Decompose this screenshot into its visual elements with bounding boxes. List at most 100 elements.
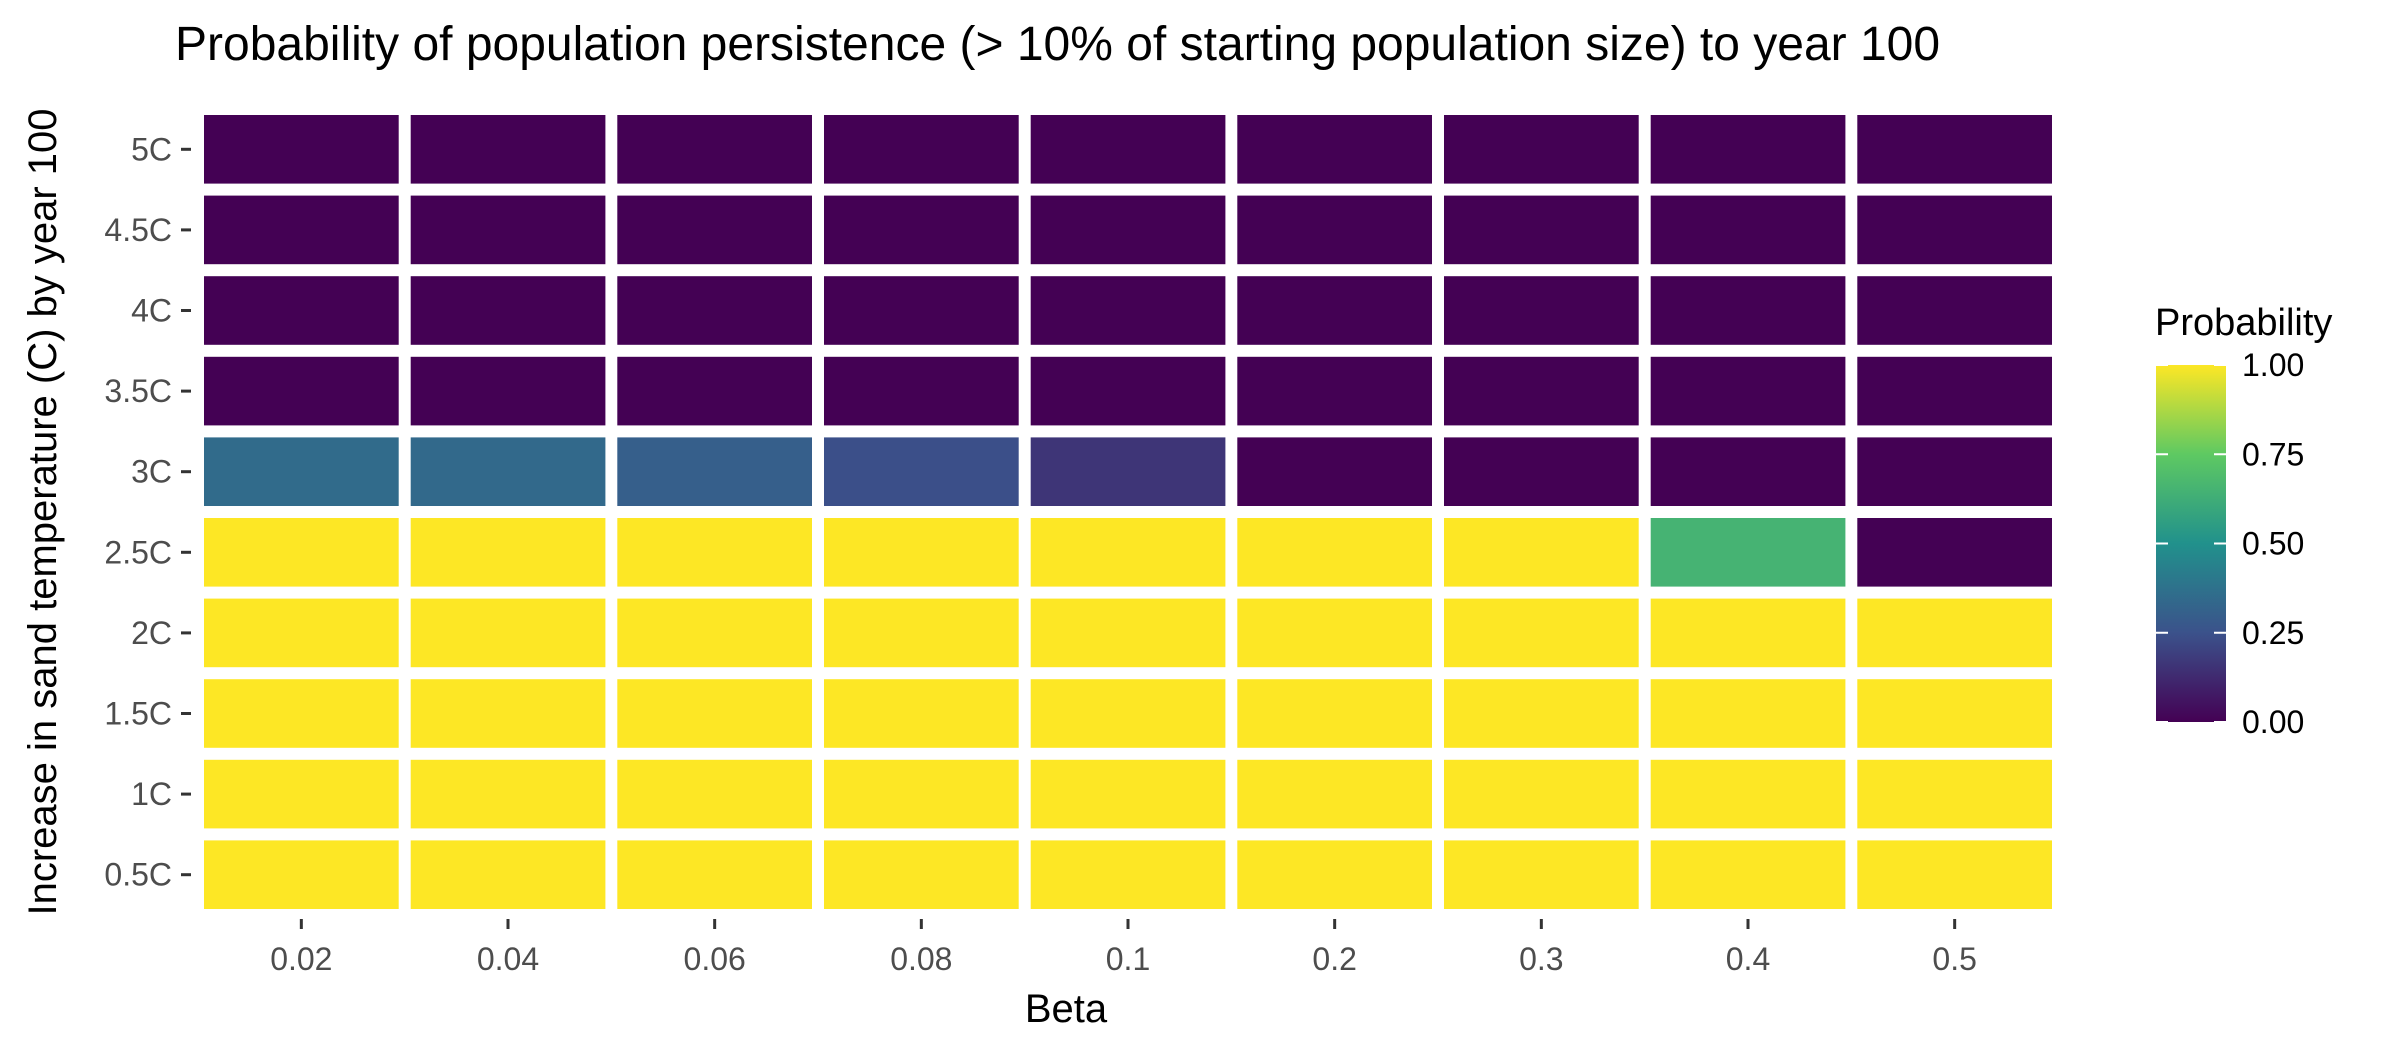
x-tick-label: 0.2: [1312, 941, 1356, 977]
y-tick-label: 1.5C: [104, 696, 172, 732]
heatmap-cell: [1237, 598, 1432, 668]
heatmap-cell: [617, 518, 812, 587]
y-axis: 0.5C 1C 1.5C 2C 2.5C 3C 3.5C 4C 4.5C 5C: [104, 131, 191, 893]
heatmap-cell: [410, 195, 606, 265]
heatmap-cell: [410, 518, 606, 587]
heatmap-cell: [824, 598, 1019, 668]
heatmap-cell: [204, 356, 399, 426]
y-tick-label: 3.5C: [104, 373, 172, 409]
heatmap-cell: [410, 276, 606, 345]
y-tick-label: 4.5C: [104, 212, 172, 248]
heatmap-cell: [204, 840, 399, 909]
heatmap-cell: [1030, 598, 1226, 668]
heatmap-cell: [1650, 679, 1846, 748]
x-axis: 0.02 0.04 0.06 0.08 0.1 0.2 0.3 0.4 0.5: [270, 919, 1977, 977]
heatmap-cell: [1237, 437, 1432, 506]
heatmap-cell: [617, 115, 812, 184]
heatmap-cell: [1237, 840, 1432, 909]
heatmap-cell: [617, 759, 812, 829]
heatmap-cell: [1857, 195, 2052, 265]
heatmap-cell: [1857, 840, 2052, 909]
heatmap-cell: [1857, 276, 2052, 345]
heatmap-cell: [204, 679, 399, 748]
heatmap-cell: [824, 195, 1019, 265]
heatmap-cell: [1030, 840, 1226, 909]
legend-ticks: 0.00 0.25 0.50 0.75 1.00: [2156, 347, 2304, 740]
legend-tick-label: 0.50: [2242, 526, 2304, 562]
heatmap-cell: [1030, 195, 1226, 265]
heatmap-cell: [204, 195, 399, 265]
heatmap-cell: [617, 437, 812, 506]
y-tick-label: 2.5C: [104, 534, 172, 570]
heatmap-cell: [1857, 356, 2052, 426]
x-tick-label: 0.4: [1726, 941, 1770, 977]
heatmap-cell: [824, 518, 1019, 587]
x-tick-label: 0.3: [1519, 941, 1563, 977]
heatmap-cell: [1237, 356, 1432, 426]
heatmap-cell: [824, 115, 1019, 184]
x-tick-label: 0.06: [684, 941, 746, 977]
heatmap-cell: [204, 759, 399, 829]
x-tick-label: 0.08: [890, 941, 952, 977]
heatmap-cells: [204, 115, 2052, 909]
heatmap-cell: [1030, 356, 1226, 426]
heatmap-cell: [1650, 195, 1846, 265]
heatmap-cell: [1444, 518, 1639, 587]
heatmap-cell: [410, 115, 606, 184]
heatmap-cell: [1444, 759, 1639, 829]
heatmap-cell: [1237, 518, 1432, 587]
heatmap-cell: [617, 840, 812, 909]
legend-title: Probability: [2155, 302, 2332, 344]
heatmap-cell: [1857, 518, 2052, 587]
heatmap-cell: [1650, 840, 1846, 909]
x-tick-label: 0.04: [477, 941, 539, 977]
legend-tick-label: 0.00: [2242, 704, 2304, 740]
heatmap-cell: [1857, 598, 2052, 668]
heatmap-cell: [410, 679, 606, 748]
heatmap-cell: [204, 598, 399, 668]
heatmap-cell: [410, 598, 606, 668]
y-tick-label: 1C: [131, 776, 172, 812]
y-tick-label: 0.5C: [104, 857, 172, 893]
y-tick-label: 3C: [131, 454, 172, 490]
heatmap-cell: [1444, 840, 1639, 909]
heatmap-cell: [1857, 759, 2052, 829]
heatmap-cell: [1444, 437, 1639, 506]
heatmap-cell: [617, 598, 812, 668]
heatmap-cell: [617, 276, 812, 345]
heatmap-cell: [1650, 437, 1846, 506]
x-tick-label: 0.5: [1932, 941, 1976, 977]
heatmap-cell: [1237, 759, 1432, 829]
heatmap-cell: [824, 276, 1019, 345]
heatmap-cell: [1650, 356, 1846, 426]
heatmap-cell: [1444, 356, 1639, 426]
x-tick-label: 0.02: [270, 941, 332, 977]
y-axis-title: Increase in sand temperature (C) by year…: [21, 108, 65, 915]
legend-tick-label: 0.75: [2242, 436, 2304, 472]
heatmap-cell: [1650, 115, 1846, 184]
heatmap-cell: [204, 115, 399, 184]
heatmap-cell: [410, 759, 606, 829]
heatmap-cell: [204, 518, 399, 587]
heatmap-cell: [617, 356, 812, 426]
heatmap-cell: [1857, 437, 2052, 506]
heatmap-cell: [1030, 679, 1226, 748]
color-legend: Probability 0.00 0.25 0.50 0.75 1.00: [2155, 302, 2332, 740]
heatmap-cell: [824, 437, 1019, 506]
y-tick-label: 5C: [131, 131, 172, 167]
chart-title: Probability of population persistence (>…: [175, 18, 1940, 71]
heatmap-cell: [1030, 437, 1226, 506]
legend-tick-label: 1.00: [2242, 347, 2304, 383]
x-axis-title: Beta: [1025, 987, 1108, 1031]
heatmap-cell: [1857, 679, 2052, 748]
heatmap-cell: [1444, 195, 1639, 265]
heatmap-cell: [204, 437, 399, 506]
heatmap-cell: [1444, 115, 1639, 184]
heatmap-cell: [1857, 115, 2052, 184]
heatmap-cell: [1650, 598, 1846, 668]
x-tick-label: 0.1: [1106, 941, 1150, 977]
heatmap-cell: [1650, 518, 1846, 587]
heatmap-cell: [204, 276, 399, 345]
heatmap-cell: [410, 437, 606, 506]
